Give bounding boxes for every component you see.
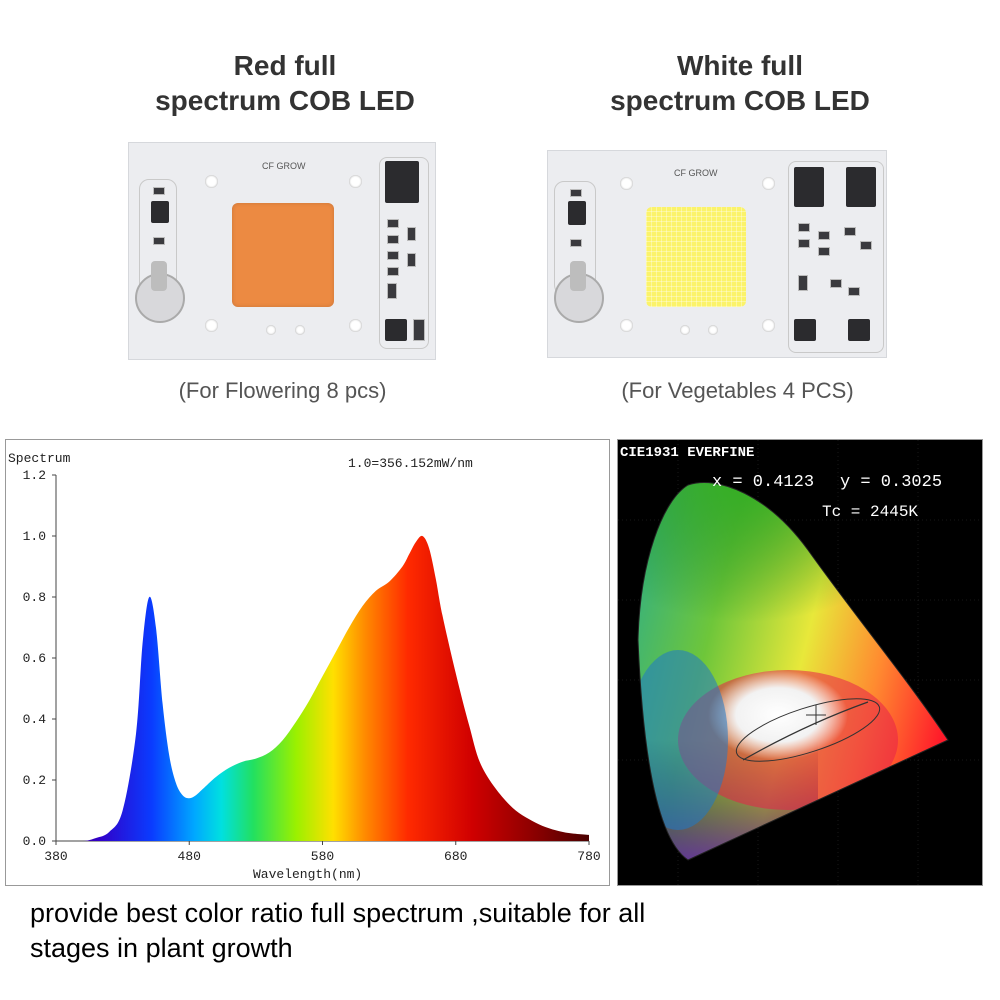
- smd-component: [818, 247, 830, 256]
- circuit-trace: [788, 161, 884, 353]
- description-text: provide best color ratio full spectrum ,…: [30, 896, 960, 966]
- smd-component: [570, 189, 582, 197]
- y-tick-label: 0.4: [23, 712, 47, 727]
- smd-component: [387, 251, 399, 260]
- y-axis-label: Spectrum: [8, 451, 71, 466]
- mount-hole: [266, 325, 276, 335]
- cie-chart: CIE1931 EVERFINE x = 0.4123 y = 0.3025 T…: [617, 439, 983, 886]
- smd-component: [848, 287, 860, 296]
- description-line1: provide best color ratio full spectrum ,…: [30, 898, 646, 928]
- spectrum-area: [56, 535, 589, 841]
- chart-annotation: 1.0=356.152mW/nm: [348, 456, 473, 471]
- smd-component: [798, 275, 808, 291]
- x-tick-label: 580: [311, 849, 334, 864]
- x-axis-label: Wavelength(nm): [253, 867, 362, 882]
- cie-gamut-outline: [637, 482, 949, 861]
- y-tick-label: 0.8: [23, 590, 46, 605]
- cie-title: CIE1931 EVERFINE: [620, 445, 754, 461]
- bridge-rectifier: [846, 167, 876, 207]
- transistor: [568, 201, 586, 225]
- mount-hole: [205, 319, 218, 332]
- cie-x-value: x = 0.4123: [712, 473, 814, 492]
- led-emitter: [232, 203, 334, 307]
- transistor: [151, 201, 169, 223]
- smd-component: [387, 283, 397, 299]
- y-tick-label: 1.0: [23, 529, 46, 544]
- thermal-pad-pin: [570, 261, 586, 291]
- smd-component: [387, 235, 399, 244]
- x-tick-label: 380: [44, 849, 67, 864]
- smd-component: [798, 223, 810, 232]
- blackbody-ellipse: [735, 698, 881, 762]
- spectrum-ticks: 0.0 0.2 0.4 0.6 0.8 1.0 1.2 380 480 580 680 780: [23, 468, 601, 864]
- cie-cct-value: Tc = 2445K: [822, 503, 918, 521]
- mount-hole: [620, 177, 633, 190]
- cie-gamut: [638, 482, 948, 861]
- driver-ic: [794, 319, 816, 341]
- product-title-red: Red full spectrum COB LED: [130, 48, 440, 118]
- cie-y-value: y = 0.3025: [840, 473, 942, 492]
- smd-component: [830, 279, 842, 288]
- cie-svg: CIE1931 EVERFINE x = 0.4123 y = 0.3025 T…: [618, 440, 982, 885]
- mount-hole: [349, 175, 362, 188]
- product-title-white-line1: White full: [677, 50, 803, 81]
- mount-hole: [762, 177, 775, 190]
- mount-hole: [620, 319, 633, 332]
- y-tick-label: 1.2: [23, 468, 46, 483]
- mount-hole: [762, 319, 775, 332]
- mount-hole: [680, 325, 690, 335]
- product-title-white: White full spectrum COB LED: [585, 48, 895, 118]
- mount-hole: [349, 319, 362, 332]
- product-title-red-line1: Red full: [233, 50, 337, 81]
- product-title-white-line2: spectrum COB LED: [610, 85, 870, 116]
- planckian-locus: [742, 701, 869, 761]
- smd-component: [798, 239, 810, 248]
- smd-component: [387, 219, 399, 228]
- smd-component: [413, 319, 425, 341]
- driver-ic: [385, 319, 407, 341]
- bridge-rectifier: [385, 161, 419, 203]
- chip-label: CF GROW: [262, 161, 306, 171]
- chip-label: CF GROW: [674, 168, 718, 178]
- smd-component: [407, 253, 416, 267]
- y-tick-label: 0.6: [23, 651, 46, 666]
- description-line2: stages in plant growth: [30, 933, 293, 963]
- circuit-trace: [379, 157, 429, 349]
- smd-component: [818, 231, 830, 240]
- x-tick-label: 680: [444, 849, 467, 864]
- thermal-pad-pin: [151, 261, 167, 291]
- product-title-red-line2: spectrum COB LED: [155, 85, 415, 116]
- bridge-rectifier: [794, 167, 824, 207]
- y-tick-label: 0.2: [23, 773, 46, 788]
- y-tick-label: 0.0: [23, 834, 46, 849]
- chromaticity-marker: [806, 705, 826, 725]
- smd-component: [387, 267, 399, 276]
- smd-component: [844, 227, 856, 236]
- spectrum-svg: 0.0 0.2 0.4 0.6 0.8 1.0 1.2 380 480 580 680 780 Spe…: [8, 451, 601, 882]
- smd-component: [570, 239, 582, 247]
- driver-ic: [848, 319, 870, 341]
- smd-component: [153, 187, 165, 195]
- smd-component: [407, 227, 416, 241]
- caption-red: (For Flowering 8 pcs): [178, 378, 387, 403]
- mount-hole: [295, 325, 305, 335]
- mount-hole: [708, 325, 718, 335]
- spectrum-chart: 0.0 0.2 0.4 0.6 0.8 1.0 1.2 380 480 580 680 780 Spe…: [5, 439, 610, 886]
- x-tick-label: 480: [178, 849, 201, 864]
- caption-white: (For Vegetables 4 PCS): [621, 378, 854, 403]
- white-cob-board: CF GROW: [547, 150, 887, 358]
- x-tick-label: 780: [577, 849, 600, 864]
- led-emitter: [646, 207, 746, 307]
- smd-component: [153, 237, 165, 245]
- smd-component: [860, 241, 872, 250]
- mount-hole: [205, 175, 218, 188]
- red-cob-board: CF GROW: [128, 142, 436, 360]
